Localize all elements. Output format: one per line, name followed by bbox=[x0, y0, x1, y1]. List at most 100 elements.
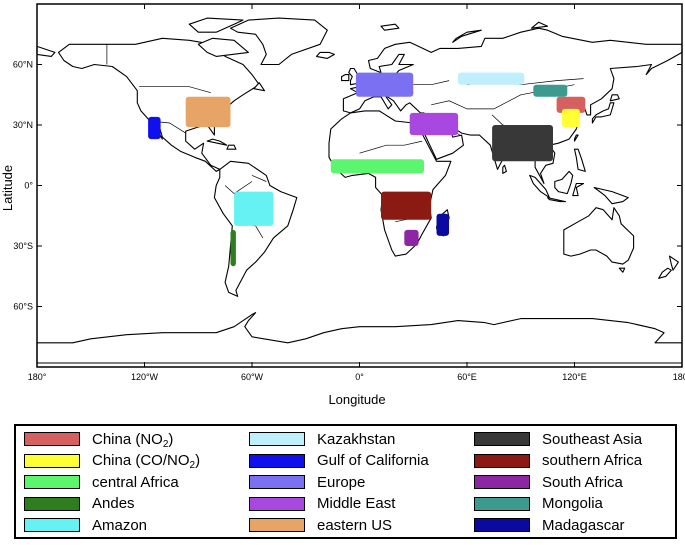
legend-label: eastern US bbox=[317, 516, 393, 534]
legend-swatch bbox=[474, 432, 530, 446]
landmass-greenland bbox=[229, 17, 328, 66]
legend-label: Southeast Asia bbox=[542, 430, 643, 448]
landmass-sulawesi bbox=[572, 182, 585, 197]
axis-ticks: 180° 120°W 60°W 0° 60°E 120°E 180° 60°N 30°N 0° 30… bbox=[13, 4, 685, 382]
legend-item: Europe bbox=[249, 473, 365, 491]
y-tick-label: 0° bbox=[24, 181, 33, 191]
legend-swatch bbox=[474, 518, 530, 532]
legend-label: Kazakhstan bbox=[317, 430, 396, 448]
landmass-cuba bbox=[206, 138, 228, 146]
y-tick-label: 60°N bbox=[13, 60, 33, 70]
legend-swatch bbox=[474, 475, 530, 489]
y-tick-label: 30°S bbox=[13, 241, 33, 251]
legend-swatch bbox=[249, 453, 305, 468]
legend-swatch bbox=[474, 496, 530, 511]
landmass-sri-lanka bbox=[502, 164, 507, 174]
legend-swatch bbox=[249, 432, 305, 446]
legend-label: Amazon bbox=[92, 516, 148, 534]
landmass-south-america bbox=[213, 160, 298, 297]
legend-swatch bbox=[24, 518, 80, 532]
x-axis-title: Longitude bbox=[328, 392, 385, 407]
landmass-new-zealand-s bbox=[658, 267, 672, 279]
country-border bbox=[413, 80, 450, 86]
legend: China (NO2) China (CO/NO2) central Africa A… bbox=[14, 424, 677, 539]
y-tick-label: 60°S bbox=[13, 302, 33, 312]
landmass-new-guinea bbox=[593, 186, 629, 205]
landmass-new-zealand-n bbox=[668, 255, 679, 271]
landmass-antarctica bbox=[36, 312, 683, 364]
legend-label-subscript: 2 bbox=[189, 460, 196, 471]
country-border bbox=[139, 86, 211, 94]
legend-swatch bbox=[24, 496, 80, 511]
landmass-svalbard bbox=[380, 23, 400, 31]
legend-label: Gulf of California bbox=[317, 452, 429, 469]
legend-swatch bbox=[474, 453, 530, 468]
legend-item: Kazakhstan bbox=[249, 430, 395, 448]
source-regions bbox=[148, 72, 586, 267]
x-tick-label: 180° bbox=[28, 372, 47, 382]
landmass-taiwan bbox=[573, 134, 579, 142]
x-tick-label: 120°E bbox=[562, 372, 587, 382]
region-china-co-no2 bbox=[562, 108, 580, 128]
country-border bbox=[251, 175, 267, 182]
region-southeast-asia bbox=[492, 125, 553, 162]
region-central-africa bbox=[330, 159, 424, 174]
landmass-ireland bbox=[341, 74, 350, 82]
x-tick-label: 120°W bbox=[131, 372, 159, 382]
region-south-africa bbox=[404, 229, 419, 246]
landmass-australia bbox=[563, 207, 635, 265]
region-kazakhstan bbox=[458, 72, 525, 85]
legend-item: Madagascar bbox=[474, 516, 625, 534]
legend-label: Middle East bbox=[317, 495, 396, 512]
landmass-tasmania bbox=[618, 267, 626, 273]
legend-item: Gulf of California bbox=[249, 452, 429, 470]
legend-item: eastern US bbox=[249, 516, 392, 534]
landmass-japan bbox=[591, 102, 615, 124]
region-andes bbox=[230, 229, 236, 267]
landmass-borneo bbox=[554, 170, 574, 195]
region-southern-africa bbox=[381, 191, 432, 220]
landmass-philippines bbox=[573, 148, 586, 172]
world-map: 180° 120°W 60°W 0° 60°E 120°E 180° 60°N 30°N 0° 30… bbox=[0, 3, 685, 407]
x-tick-label: 60°W bbox=[241, 372, 264, 382]
legend-item: central Africa bbox=[24, 473, 179, 491]
legend-swatch bbox=[24, 453, 80, 468]
landmass-severnaya bbox=[530, 21, 549, 29]
region-europe bbox=[355, 72, 414, 97]
country-border bbox=[224, 181, 253, 195]
legend-item: Andes bbox=[24, 495, 135, 513]
landmass-hokkaido bbox=[609, 94, 620, 102]
legend-label: Mongolia bbox=[542, 495, 603, 512]
landmass-iceland bbox=[315, 51, 335, 59]
region-middle-east bbox=[409, 112, 459, 136]
country-border bbox=[431, 84, 575, 110]
region-china-no2 bbox=[556, 96, 586, 113]
legend-item: Mongolia bbox=[474, 495, 603, 513]
landmass-novaya-zemlya bbox=[452, 29, 482, 43]
x-tick-label: 60°E bbox=[457, 372, 477, 382]
legend-swatch bbox=[249, 475, 305, 489]
landmass-kamchatka-isl bbox=[36, 45, 56, 57]
legend-label: South Africa bbox=[542, 473, 623, 491]
region-mongolia bbox=[533, 84, 568, 97]
legend-item: China (CO/NO2) bbox=[24, 452, 200, 471]
legend-label: Madagascar bbox=[542, 516, 625, 534]
legend-swatch bbox=[249, 518, 305, 532]
region-madagascar bbox=[436, 213, 449, 236]
region-gulf-of-california bbox=[148, 116, 161, 140]
landmass-ellesmere bbox=[188, 17, 244, 33]
y-axis-title: Latitude bbox=[0, 165, 15, 211]
landmass-newfoundland bbox=[253, 82, 266, 92]
legend-item: South Africa bbox=[474, 473, 623, 491]
legend-item: Middle East bbox=[249, 495, 395, 513]
region-amazon bbox=[234, 191, 274, 226]
legend-swatch bbox=[24, 432, 80, 446]
x-tick-label: 0° bbox=[355, 372, 364, 382]
y-tick-label: 30°N bbox=[13, 120, 33, 130]
landmass-java bbox=[547, 197, 567, 203]
legend-label-subscript: 2 bbox=[162, 438, 169, 450]
landmass-hispaniola bbox=[226, 144, 237, 150]
legend-swatch bbox=[249, 496, 305, 511]
legend-label: China (NO2) bbox=[92, 430, 174, 450]
legend-label: Europe bbox=[317, 473, 366, 491]
